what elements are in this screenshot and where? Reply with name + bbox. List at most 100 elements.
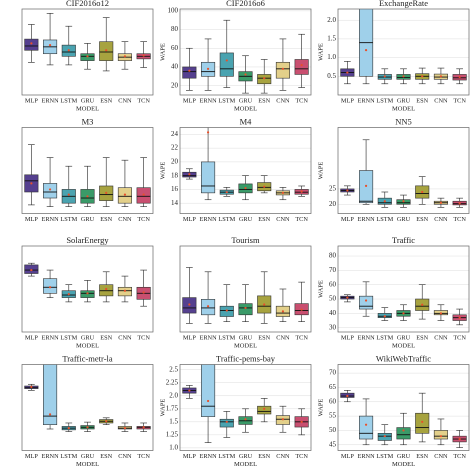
- mean: [263, 185, 266, 188]
- mean: [105, 191, 108, 194]
- x-tick-label: LSTM: [218, 334, 235, 341]
- y-tick-label: 14: [171, 199, 179, 207]
- x-tick-label: LSTM: [60, 334, 77, 341]
- mean: [48, 188, 52, 191]
- y-tick-label: 60: [329, 397, 337, 405]
- mean: [300, 420, 303, 423]
- x-tick-label: TCN: [137, 453, 150, 460]
- x-tick-label: GRU: [397, 453, 411, 460]
- panel: WikiWebTraffic 45 50 55 60 65 70 MLP ERNN LSTM GRU…: [317, 353, 470, 468]
- x-tick-label: TCN: [295, 334, 308, 341]
- y-tick-label: 40: [171, 63, 179, 71]
- x-tick-label: MLP: [183, 216, 196, 223]
- mean: [402, 429, 405, 432]
- y-tick-label: 2.0: [327, 16, 336, 24]
- x-tick-label: ESN: [258, 97, 270, 104]
- panel: ExchangeRate 0.5 1.0 1.5 2.0 MLP ERNN LSTM GRU ES…: [317, 0, 470, 112]
- x-axis-label: MODEL: [234, 461, 257, 468]
- x-tick-label: GRU: [239, 97, 253, 104]
- panel-title: SolarEnergy: [66, 235, 109, 245]
- x-axis-label: MODEL: [392, 342, 415, 349]
- mean: [364, 423, 368, 426]
- panel: CIF2016o12 MLP ERNN LSTM GRU ESN CNN TCN MODEL: [21, 0, 154, 112]
- mean: [105, 420, 108, 423]
- mean: [439, 75, 443, 78]
- panel-title: M4: [240, 116, 253, 126]
- x-tick-label: CNN: [434, 453, 448, 460]
- x-tick-label: GRU: [81, 97, 95, 104]
- axes-frame: [179, 8, 312, 96]
- x-tick-label: CNN: [276, 334, 290, 341]
- x-axis-label: MODEL: [76, 105, 99, 112]
- panel-title: M3: [82, 116, 94, 126]
- x-tick-label: LSTM: [376, 453, 393, 460]
- x-tick-label: MLP: [183, 453, 196, 460]
- mean: [225, 309, 228, 312]
- plot-area: [340, 139, 467, 208]
- x-tick-label: LSTM: [60, 97, 77, 104]
- plot-area: [24, 13, 151, 72]
- mean: [86, 55, 89, 58]
- y-tick-label: 1.5: [169, 417, 178, 425]
- x-tick-label: ESN: [416, 216, 428, 223]
- box: [24, 38, 39, 51]
- x-tick-label: MLP: [25, 97, 38, 104]
- x-tick-label: CNN: [276, 97, 290, 104]
- mean: [30, 42, 33, 45]
- x-tick-label: LSTM: [218, 97, 235, 104]
- mean: [188, 303, 191, 306]
- mean: [263, 77, 266, 80]
- panel: Traffic 30 40 50 60 70 80 MLP ERNN LSTM GRU ESN CNN T…: [317, 235, 470, 349]
- mean: [383, 435, 386, 438]
- y-tick-label: 2.5: [169, 365, 178, 373]
- mean: [142, 54, 145, 57]
- x-tick-label: CNN: [276, 216, 290, 223]
- mean: [30, 385, 33, 388]
- plot-area: [182, 19, 309, 94]
- mean: [123, 427, 127, 430]
- y-tick-label: 18: [171, 171, 179, 179]
- box: [201, 364, 216, 417]
- x-tick-label: TCN: [137, 97, 150, 104]
- x-tick-label: ESN: [100, 216, 112, 223]
- y-axis-label: WAPE: [317, 43, 324, 61]
- x-tick-label: ERNN: [41, 453, 59, 460]
- y-tick-label: 80: [171, 25, 179, 33]
- box: [275, 61, 290, 79]
- x-tick-label: CNN: [118, 453, 132, 460]
- y-tick-label: 0.5: [327, 72, 336, 80]
- mean: [48, 286, 52, 289]
- mean: [281, 67, 285, 70]
- box: [294, 59, 309, 75]
- box: [219, 52, 234, 77]
- x-tick-label: TCN: [295, 453, 308, 460]
- mean: [67, 49, 70, 52]
- mean: [458, 202, 461, 205]
- box: [433, 430, 448, 440]
- x-tick-label: LSTM: [218, 453, 235, 460]
- x-tick-label: LSTM: [376, 97, 393, 104]
- x-tick-label: ESN: [416, 97, 428, 104]
- panel-title: CIF2016o12: [66, 0, 109, 8]
- box: [43, 183, 58, 199]
- x-tick-label: LSTM: [60, 453, 77, 460]
- y-tick-label: 20: [329, 200, 337, 208]
- x-tick-label: ESN: [258, 216, 270, 223]
- plot-area: [340, 389, 467, 448]
- x-tick-label: ESN: [100, 453, 112, 460]
- x-tick-label: ERNN: [199, 453, 217, 460]
- box: [359, 295, 374, 310]
- y-tick-label: 24: [171, 130, 179, 138]
- x-tick-label: MLP: [341, 97, 354, 104]
- panel-title: CIF2016o6: [226, 0, 265, 8]
- mean: [458, 316, 461, 319]
- panel: M4 14 16 18 20 22 24 MLP ERNN LSTM GRU ESN CNN TCN WAP…: [159, 116, 312, 223]
- x-tick-label: CNN: [434, 334, 448, 341]
- panel-title: ExchangeRate: [379, 0, 428, 8]
- mean: [225, 420, 228, 423]
- y-tick-label: 60: [329, 280, 337, 288]
- axes-frame: [21, 364, 154, 451]
- mean: [439, 435, 443, 438]
- y-axis-label: WAPE: [317, 162, 324, 180]
